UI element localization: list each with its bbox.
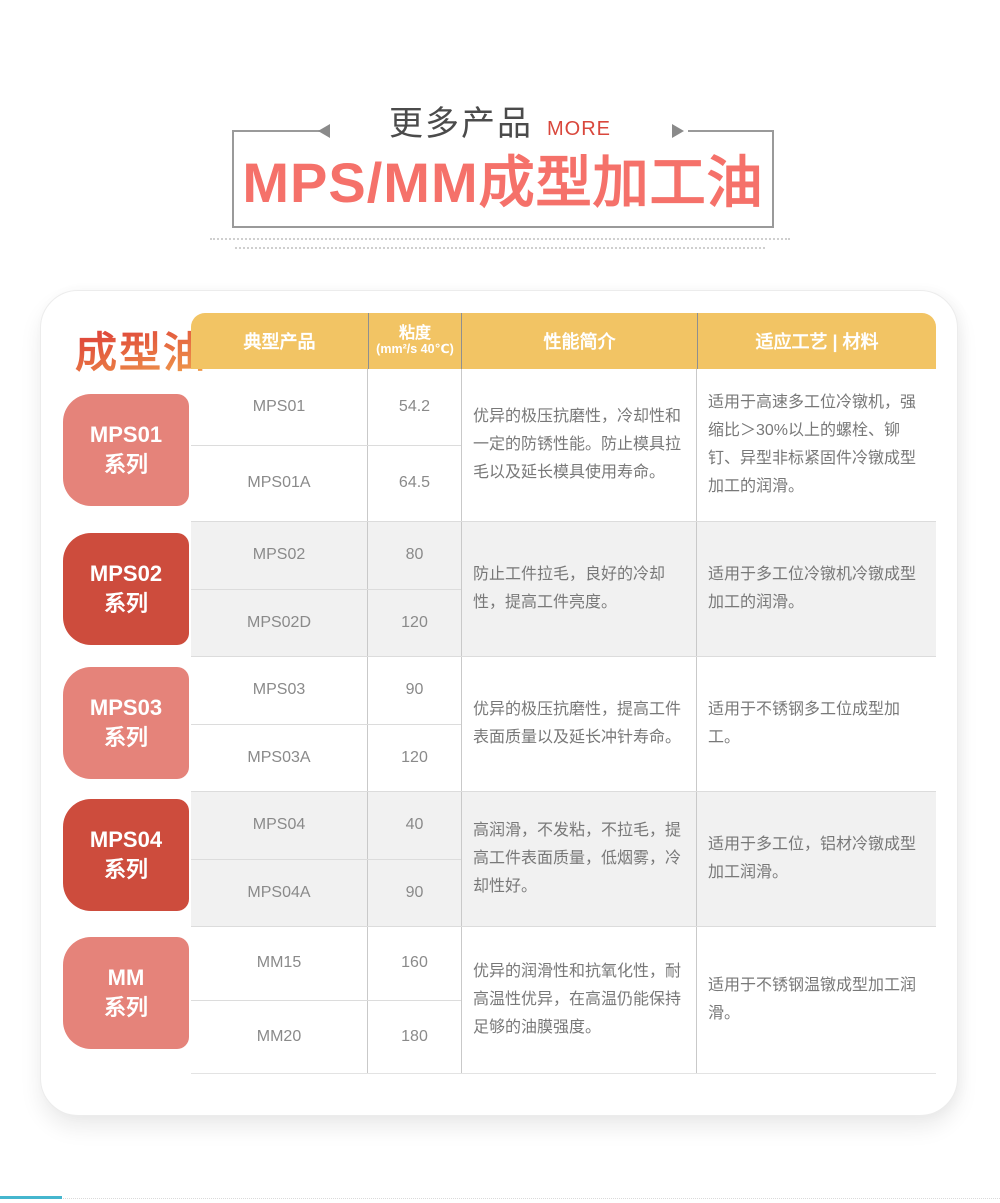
table-row: MPS02 80	[191, 522, 461, 589]
section-heading-en: MORE	[547, 118, 611, 140]
group-products: MPS01 54.2 MPS01A 64.5	[191, 369, 462, 521]
series-button-mps04[interactable]: MPS04 系列	[63, 799, 189, 911]
series-button-name: MPS04	[89, 827, 163, 853]
application-cell: 适用于不锈钢多工位成型加工。	[708, 701, 901, 746]
table-header-row: 典型产品 粘度 (mm²/s 40℃) 性能简介 适应工艺 | 材料	[191, 313, 936, 369]
viscosity-header-title: 粘度	[398, 324, 431, 342]
group-products: MPS03 90 MPS03A 120	[191, 657, 462, 791]
viscosity-cell: 180	[401, 1027, 428, 1045]
product-title-box: MPS/MM成型加工油	[232, 131, 774, 228]
series-button-suffix: 系列	[103, 995, 148, 1020]
product-name-cell: MM15	[191, 927, 368, 1000]
series-button-mps03[interactable]: MPS03 系列	[63, 667, 189, 779]
table-group-mps04: MPS04 40 MPS04A 90 高润滑，不发粘，不拉毛，提高工件表面质量，…	[191, 791, 936, 926]
product-name-cell: MPS04A	[191, 859, 368, 926]
table-row: MM20 180	[191, 999, 461, 1073]
table-row: MPS01A 64.5	[191, 444, 461, 521]
series-button-name: MPS01	[89, 422, 163, 448]
viscosity-cell: 54.2	[398, 397, 431, 415]
viscosity-cell: 120	[401, 748, 428, 766]
viscosity-cell: 120	[401, 613, 428, 631]
group-products: MM15 160 MM20 180	[191, 927, 462, 1073]
arrow-left-icon	[318, 124, 330, 138]
table-row: MPS04A 90	[191, 858, 461, 926]
product-name-cell: MPS01	[191, 369, 368, 445]
series-button-name: MM	[107, 965, 145, 991]
performance-cell: 高润滑，不发粘，不拉毛，提高工件表面质量，低烟雾，冷却性好。	[462, 792, 697, 926]
product-spec-card: 成型油 MPS01 系列 MPS02 系列 MPS03 系列 MPS04 系列 …	[40, 290, 958, 1116]
application-cell: 适用于多工位，铝材冷镦成型加工润滑。	[708, 836, 917, 881]
table-group-mps03: MPS03 90 MPS03A 120 优异的极压抗磨性，提高工件表面质量以及延…	[191, 656, 936, 791]
arrow-right-icon	[672, 124, 684, 138]
watermark-line	[235, 247, 765, 249]
series-button-mps02[interactable]: MPS02 系列	[63, 533, 189, 645]
table-group-mps01: MPS01 54.2 MPS01A 64.5 优异的极压抗磨性，冷却性和一定的防…	[191, 369, 936, 521]
table-row: MPS03 90	[191, 657, 461, 724]
table-row: MPS04 40	[191, 792, 461, 859]
series-button-suffix: 系列	[103, 857, 148, 882]
column-header-viscosity: 粘度 (mm²/s 40℃)	[369, 313, 462, 369]
product-name-cell: MPS03A	[191, 724, 368, 791]
application-cell: 适用于多工位冷镦机冷镦成型加工的润滑。	[708, 566, 917, 611]
viscosity-header-unit: (mm²/s 40℃)	[376, 342, 454, 357]
viscosity-cell: 40	[405, 816, 424, 834]
column-header-product: 典型产品	[191, 313, 369, 369]
group-products: MPS02 80 MPS02D 120	[191, 522, 462, 656]
series-button-mm[interactable]: MM 系列	[63, 937, 189, 1049]
viscosity-cell: 90	[405, 883, 424, 901]
series-button-mps01[interactable]: MPS01 系列	[63, 394, 189, 506]
watermark-line	[210, 238, 790, 240]
product-name-cell: MPS02	[191, 522, 368, 589]
series-button-suffix: 系列	[103, 725, 148, 750]
viscosity-cell: 80	[405, 546, 424, 564]
section-heading-cn: 更多产品	[389, 105, 533, 143]
table-row: MPS01 54.2	[191, 369, 461, 445]
product-name-cell: MPS04	[191, 792, 368, 859]
table-group-mps02: MPS02 80 MPS02D 120 防止工件拉毛，良好的冷却性，提高工件亮度…	[191, 521, 936, 656]
bottom-divider	[0, 1198, 1000, 1199]
spec-table: 典型产品 粘度 (mm²/s 40℃) 性能简介 适应工艺 | 材料 MPS01…	[191, 313, 936, 1074]
group-products: MPS04 40 MPS04A 90	[191, 792, 462, 926]
viscosity-cell: 160	[401, 954, 428, 972]
product-name-cell: MPS02D	[191, 589, 368, 656]
application-cell: 适用于不锈钢温镦成型加工润滑。	[708, 977, 917, 1022]
application-cell: 适用于高速多工位冷镦机，强缩比＞30%以上的螺栓、铆钉、异型非标紧固件冷镦成型加…	[708, 394, 917, 495]
series-button-suffix: 系列	[103, 591, 148, 616]
performance-cell: 优异的极压抗磨性，冷却性和一定的防锈性能。防止模具拉毛以及延长模具使用寿命。	[462, 369, 697, 521]
performance-cell: 优异的润滑性和抗氧化性，耐高温性优异，在高温仍能保持足够的油膜强度。	[462, 927, 697, 1073]
table-group-mm: MM15 160 MM20 180 优异的润滑性和抗氧化性，耐高温性优异，在高温…	[191, 926, 936, 1074]
series-button-suffix: 系列	[103, 452, 148, 477]
product-name-cell: MPS03	[191, 657, 368, 724]
title-box-line-right	[688, 130, 774, 132]
oil-category-title: 成型油	[75, 319, 207, 380]
performance-cell: 防止工件拉毛，良好的冷却性，提高工件亮度。	[462, 522, 697, 656]
column-header-application: 适应工艺 | 材料	[755, 332, 879, 352]
viscosity-cell: 90	[405, 681, 424, 699]
product-title: MPS/MM成型加工油	[242, 151, 764, 214]
table-row: MPS02D 120	[191, 588, 461, 656]
series-button-name: MPS03	[89, 695, 163, 721]
product-name-cell: MM20	[191, 1000, 368, 1073]
bottom-accent-bar	[0, 1196, 62, 1199]
column-header-performance: 性能简介	[462, 313, 698, 369]
table-row: MPS03A 120	[191, 723, 461, 791]
series-button-name: MPS02	[89, 561, 163, 587]
title-box-line-left	[232, 130, 320, 132]
product-name-cell: MPS01A	[191, 445, 368, 521]
table-row: MM15 160	[191, 927, 461, 1000]
viscosity-cell: 64.5	[398, 474, 431, 492]
performance-cell: 优异的极压抗磨性，提高工件表面质量以及延长冲针寿命。	[462, 657, 697, 791]
section-heading: 更多产品 MORE	[0, 96, 1000, 145]
